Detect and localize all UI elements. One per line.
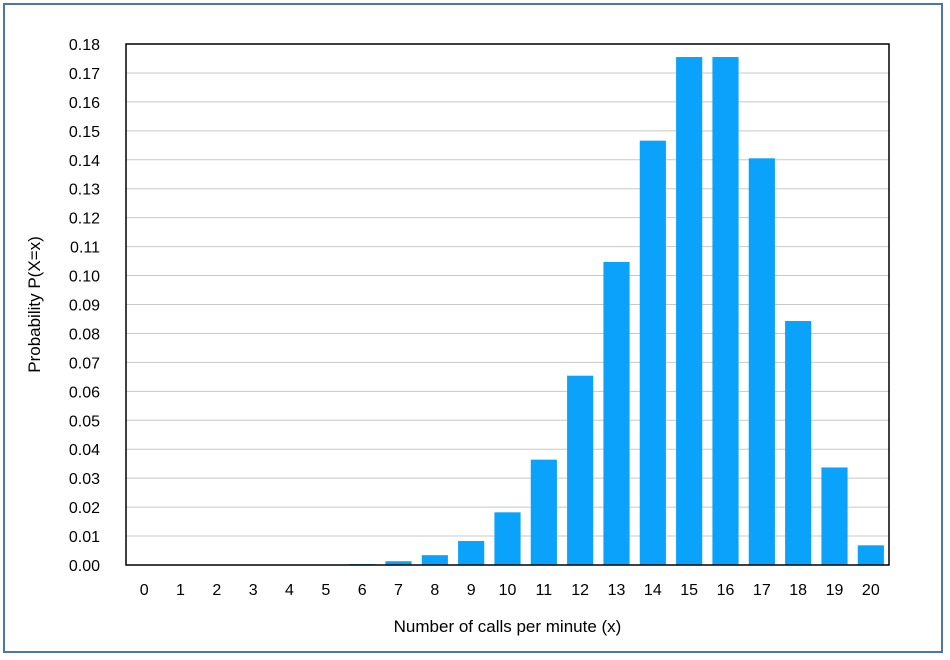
- bar-17: [748, 158, 775, 565]
- x-tick-label: 7: [394, 582, 403, 599]
- y-tick-label: 0.11: [70, 240, 100, 257]
- x-tick-label: 12: [571, 582, 589, 599]
- y-tick-label: 0.17: [69, 66, 100, 83]
- x-tick-label: 6: [358, 582, 367, 599]
- bar-14: [639, 140, 666, 565]
- x-tick-label: 8: [430, 582, 439, 599]
- y-tick-label: 0.15: [69, 124, 100, 141]
- y-tick-label: 0.09: [69, 298, 100, 315]
- x-tick-label: 10: [499, 582, 517, 599]
- bar-7: [385, 561, 412, 565]
- y-tick-label: 0.00: [69, 558, 100, 575]
- x-tick-label: 11: [536, 582, 553, 599]
- x-tick-label: 17: [753, 582, 771, 599]
- bar-9: [458, 540, 485, 565]
- y-tick-label: 0.02: [69, 500, 100, 517]
- x-tick-label: 9: [467, 582, 476, 599]
- y-tick-label: 0.12: [69, 211, 100, 228]
- bar-15: [676, 57, 703, 566]
- bar-8: [421, 555, 448, 565]
- plot-area-border: [125, 43, 890, 566]
- x-tick-label: 14: [644, 582, 662, 599]
- bar-11: [530, 459, 557, 565]
- bar-16: [712, 57, 739, 566]
- y-axis-title: Probability P(X=x): [25, 236, 44, 373]
- y-tick-label: 0.14: [69, 153, 100, 170]
- x-tick-label: 4: [285, 582, 294, 599]
- y-tick-label: 0.06: [69, 384, 100, 401]
- x-tick-label: 13: [608, 582, 626, 599]
- x-tick-label: 15: [680, 582, 698, 599]
- x-tick-label: 0: [140, 582, 149, 599]
- bar-18: [785, 320, 812, 565]
- y-tick-label: 0.01: [69, 529, 100, 546]
- bar-12: [567, 375, 594, 565]
- y-tick-label: 0.10: [69, 269, 100, 286]
- y-tick-label: 0.05: [69, 413, 100, 430]
- x-tick-labels: 0 1 2 3 4 5 6 7 8 9 10 11 12 13 14 15 16 17 18 19 20: [140, 582, 880, 599]
- x-tick-label: 2: [212, 582, 221, 599]
- x-tick-label: 18: [789, 582, 807, 599]
- bar-10: [494, 512, 521, 565]
- y-tick-label: 0.13: [69, 182, 100, 199]
- y-tick-label: 0.08: [69, 326, 100, 343]
- bar-19: [821, 467, 848, 565]
- y-tick-label: 0.18: [69, 37, 100, 54]
- bars: [349, 57, 884, 566]
- y-tick-label: 0.03: [69, 471, 100, 488]
- y-tick-label: 0.04: [69, 442, 100, 459]
- y-tick-labels: 0.00 0.01 0.02 0.03 0.04 0.05 0.06 0.07 0.08 0.09…: [69, 37, 100, 575]
- x-tick-label: 20: [862, 582, 880, 599]
- x-tick-label: 1: [176, 582, 185, 599]
- bar-13: [603, 261, 630, 565]
- bar-20: [857, 545, 884, 565]
- x-tick-label: 19: [826, 582, 844, 599]
- y-tick-label: 0.16: [69, 95, 100, 112]
- x-tick-label: 16: [717, 582, 735, 599]
- x-tick-label: 3: [249, 582, 258, 599]
- x-tick-label: 5: [321, 582, 330, 599]
- y-tick-label: 0.07: [69, 355, 100, 372]
- x-axis-title: Number of calls per minute (x): [394, 617, 622, 636]
